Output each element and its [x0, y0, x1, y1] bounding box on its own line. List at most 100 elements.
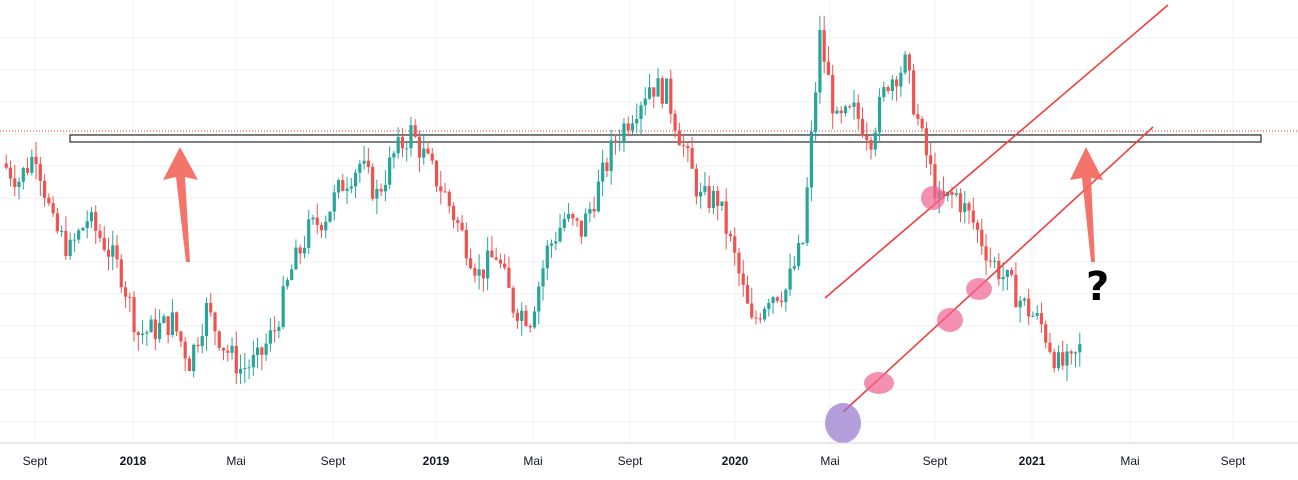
candle [400, 128, 405, 158]
candle-body [405, 148, 409, 150]
candle [1031, 311, 1035, 318]
candle [779, 291, 784, 308]
candle-body [145, 332, 149, 334]
candle-body [345, 188, 349, 191]
x-tick-label: 2021 [1019, 454, 1046, 468]
candle [392, 151, 396, 169]
touch-point-marker [864, 372, 894, 394]
candle-body [814, 92, 818, 132]
candle [954, 188, 958, 198]
candle [903, 50, 907, 75]
candle-body [707, 186, 711, 209]
candle-body [251, 355, 255, 368]
candle [916, 104, 920, 126]
candle [8, 160, 13, 187]
candle [1078, 332, 1082, 367]
candle [43, 174, 47, 207]
candle-body [652, 87, 656, 97]
candle-body [647, 87, 652, 99]
candle-body [396, 136, 400, 154]
candle [895, 75, 899, 102]
candle-body [984, 246, 988, 261]
candle [571, 212, 575, 226]
candle [353, 169, 358, 198]
candle-body [788, 268, 792, 290]
candle-body [554, 241, 558, 244]
candle [852, 89, 856, 120]
candle [388, 146, 392, 190]
candle-body [439, 186, 443, 192]
candle [396, 127, 400, 159]
candle [630, 115, 635, 135]
candle-body [873, 132, 877, 150]
candle-body [831, 74, 835, 114]
candle-body [737, 252, 741, 274]
x-tick-label: Sept [321, 454, 346, 468]
candle-body [1056, 352, 1061, 369]
candle-body [209, 303, 213, 313]
question-mark-annotation: ? [1086, 264, 1109, 310]
candle-body [358, 163, 362, 173]
candle [992, 256, 997, 268]
arrows [163, 147, 1103, 262]
candle-body [315, 217, 319, 226]
x-tick-label: Mai [820, 454, 839, 468]
resistance-zone-rect [69, 134, 1262, 143]
candle-body [4, 163, 8, 168]
candle-body [669, 78, 673, 114]
candle-body [775, 297, 779, 301]
candle [639, 101, 643, 134]
candle-body [537, 286, 541, 312]
candle [196, 337, 200, 353]
candle-body [132, 297, 136, 333]
candle [140, 319, 145, 345]
x-tick-label: Mai [226, 454, 245, 468]
candle-body [971, 210, 975, 223]
candle [443, 182, 447, 193]
candle-body [234, 345, 238, 374]
candle-body [899, 72, 903, 87]
candle [758, 312, 762, 324]
candle [469, 248, 473, 270]
candle-body [1048, 342, 1052, 352]
candle [413, 119, 417, 139]
x-axis: Sept 2018 Mai Sept 2019 Mai Sept 2020 Mai Sept 202… [0, 442, 1298, 468]
candle-body [200, 336, 204, 347]
candle-body [588, 209, 592, 214]
candle [473, 263, 477, 283]
candle-body [520, 310, 524, 321]
x-tick-label: 2020 [722, 454, 749, 468]
candle-body [298, 247, 302, 254]
candle [771, 295, 775, 314]
candle-body [524, 310, 528, 326]
candle [596, 169, 600, 213]
candle-body [660, 78, 664, 104]
candle-body [724, 201, 728, 234]
candle-body [741, 273, 745, 285]
candle [826, 46, 831, 75]
candle [566, 203, 571, 223]
candle-body [720, 201, 724, 206]
candle-body [72, 239, 77, 241]
candle-body [243, 368, 247, 370]
candle [247, 359, 251, 380]
candle-body [486, 250, 490, 279]
candle [554, 231, 558, 251]
candle-body [268, 330, 272, 344]
candle-body [1065, 351, 1069, 366]
candle-body [1044, 324, 1048, 343]
candle-body [140, 333, 145, 335]
candle-body [1078, 344, 1082, 353]
candle-body [392, 153, 396, 158]
candle [520, 302, 524, 336]
candle-body [1022, 298, 1026, 301]
candle [200, 324, 204, 354]
candle [1010, 267, 1014, 277]
candle-body [464, 230, 468, 259]
candle-body [43, 180, 47, 198]
candle [72, 233, 77, 252]
candle-body [549, 243, 554, 246]
candle [515, 308, 520, 329]
candle [417, 130, 422, 173]
candle-body [302, 247, 307, 254]
